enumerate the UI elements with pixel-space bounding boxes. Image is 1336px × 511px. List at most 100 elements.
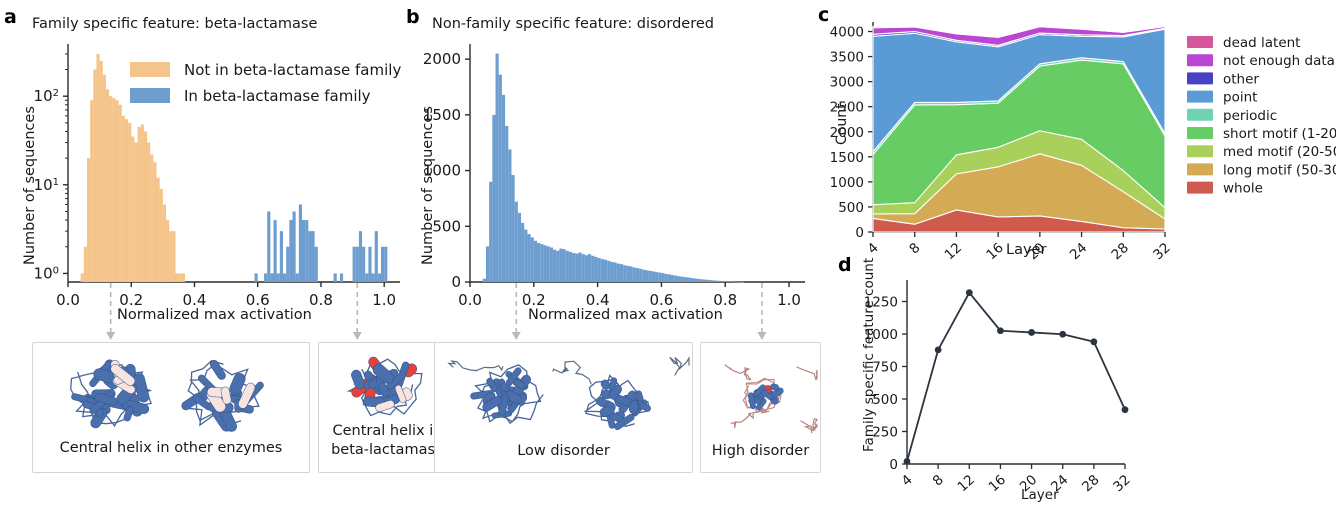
ribbon-segment	[209, 359, 226, 380]
panel-d-xtick-label: 16	[986, 472, 1009, 495]
panel-b-bar	[600, 259, 604, 282]
panel-b-bar	[655, 272, 659, 282]
ribbon-segment	[635, 390, 644, 402]
panel-a-bar	[264, 273, 268, 282]
panel-a-bar	[131, 136, 135, 282]
ribbon-segment	[628, 399, 639, 414]
structure-caption-other-enzymes: Central helix in other enzymes	[59, 440, 283, 456]
panel-b-bar	[597, 258, 601, 282]
panel-b-bar	[619, 264, 624, 282]
panel-d-line	[906, 291, 1126, 462]
panel-c-xtick-label: 8	[906, 240, 923, 258]
panel-b-bar	[511, 175, 515, 282]
panel-b-bar	[734, 281, 738, 283]
panel-c-xtick-label: 12	[942, 240, 965, 263]
panel-b-xtick-label: 1.0	[777, 291, 801, 309]
panel-c-xtick-label: 28	[1109, 240, 1132, 263]
panel-a-bar	[99, 60, 103, 282]
panel-b-bar	[492, 114, 496, 282]
panel-b-bar	[610, 261, 614, 282]
panel-a-bar	[381, 246, 385, 282]
panel-b-bar	[546, 246, 550, 282]
panel-b-bar	[540, 244, 544, 282]
panel-b-bar	[728, 281, 732, 283]
panel-a-bar	[159, 188, 163, 282]
panel-a-legend-swatch-1	[130, 88, 170, 103]
panel-a-bar	[112, 98, 116, 283]
panel-b-bar	[594, 256, 598, 282]
ribbon-cluster-0	[470, 364, 544, 425]
panel-a-xtick-label: 0.0	[56, 291, 80, 309]
panel-b-bar	[693, 278, 697, 282]
panel-c-legend-label-other: other	[1223, 71, 1259, 87]
panel-a-bar	[270, 273, 274, 282]
ribbon-segment	[747, 392, 756, 410]
panel-d-xtick-label: 28	[1079, 472, 1102, 495]
panel-b-bar	[489, 181, 493, 282]
panel-c-xlabel: Layer	[1006, 242, 1047, 258]
panel-c-xtick-label: 16	[983, 240, 1006, 263]
panel-b-bar	[651, 271, 656, 282]
ribbon-segment	[351, 369, 365, 390]
panel-b-bar	[680, 276, 684, 282]
panel-b-xtick-label: 0.6	[649, 291, 673, 309]
panel-b-bar	[738, 281, 742, 283]
panel-b-bar	[718, 280, 723, 282]
ribbon-tail-2	[730, 407, 770, 429]
ribbon-segment	[608, 377, 618, 391]
panel-c-chart: 0 500 1000 1500 2000 2500 3000 3500 4000 4 8 12 16 20…	[815, 10, 1336, 265]
ribbon-segment	[229, 373, 246, 396]
panel-b-bar	[677, 276, 681, 282]
panel-b-title: Non-family specific feature: disordered	[432, 16, 714, 32]
panel-b-bar	[613, 262, 617, 282]
panel-d-xtick-label: 8	[930, 472, 947, 490]
panel-b-bar	[616, 263, 620, 282]
ribbon-segment	[238, 382, 256, 409]
panel-b-xtick-label: 0.0	[458, 291, 482, 309]
panel-b-bar	[702, 279, 707, 282]
panel-c-legend-label-not-enough-data: not enough data	[1223, 53, 1335, 69]
ribbon-segment	[753, 384, 766, 397]
panel-b-bar	[661, 273, 665, 282]
ribbon-segment	[595, 396, 608, 408]
panel-d-point	[1028, 329, 1035, 336]
panel-c-legend-label-short-motif-1-20-: short motif (1-20)	[1223, 126, 1336, 142]
ribbon-cluster-0	[70, 359, 153, 429]
panel-b-ytick-label: 1000	[423, 162, 461, 180]
ribbon-segment	[505, 367, 522, 387]
panel-c-area-dead-latent	[872, 25, 1166, 38]
panel-c-legend-swatch-long-motif-50-300-	[1187, 163, 1213, 176]
panel-a-series-0	[80, 53, 185, 283]
panel-a-bar	[134, 142, 138, 282]
panel-label-a: a	[4, 6, 17, 28]
panel-b-bar	[604, 259, 608, 282]
panel-c-legend-label-long-motif-50-300-: long motif (50-300)	[1223, 162, 1336, 178]
structure-caption-beta-lactamase-l2: beta-lactamase	[331, 442, 444, 458]
panel-a-bar	[339, 273, 344, 282]
protein-ribbon-beta-lactamase	[346, 356, 423, 417]
ribbon-segment	[599, 406, 615, 417]
protein-ribbon-low-disorder	[447, 355, 690, 431]
panel-d-xtick-label: 4	[899, 472, 916, 490]
panel-b-bar	[524, 229, 528, 282]
panel-a-bar	[301, 220, 306, 282]
panel-b-bar	[505, 126, 509, 282]
panel-b-bar	[514, 201, 518, 282]
panel-a-bar	[283, 273, 287, 282]
panel-c-ytick-label: 2500	[830, 100, 864, 116]
panel-a-xtick-label: 0.4	[183, 291, 207, 309]
panel-c-xtick-label: 4	[865, 240, 882, 258]
panel-b-bar	[706, 279, 710, 282]
panel-a-xtick-label: 1.0	[372, 291, 396, 309]
panel-b-bar	[686, 277, 691, 282]
panel-c-legend-swatch-whole	[1187, 181, 1213, 194]
panel-b-bar	[517, 212, 522, 282]
ribbon-tail-1	[796, 366, 818, 381]
panel-a-bar	[377, 273, 382, 282]
panel-a-xtick-label: 0.6	[246, 291, 270, 309]
panel-b-bar	[584, 255, 589, 282]
panel-a-bar	[90, 100, 94, 283]
panel-a-bar	[289, 220, 293, 282]
